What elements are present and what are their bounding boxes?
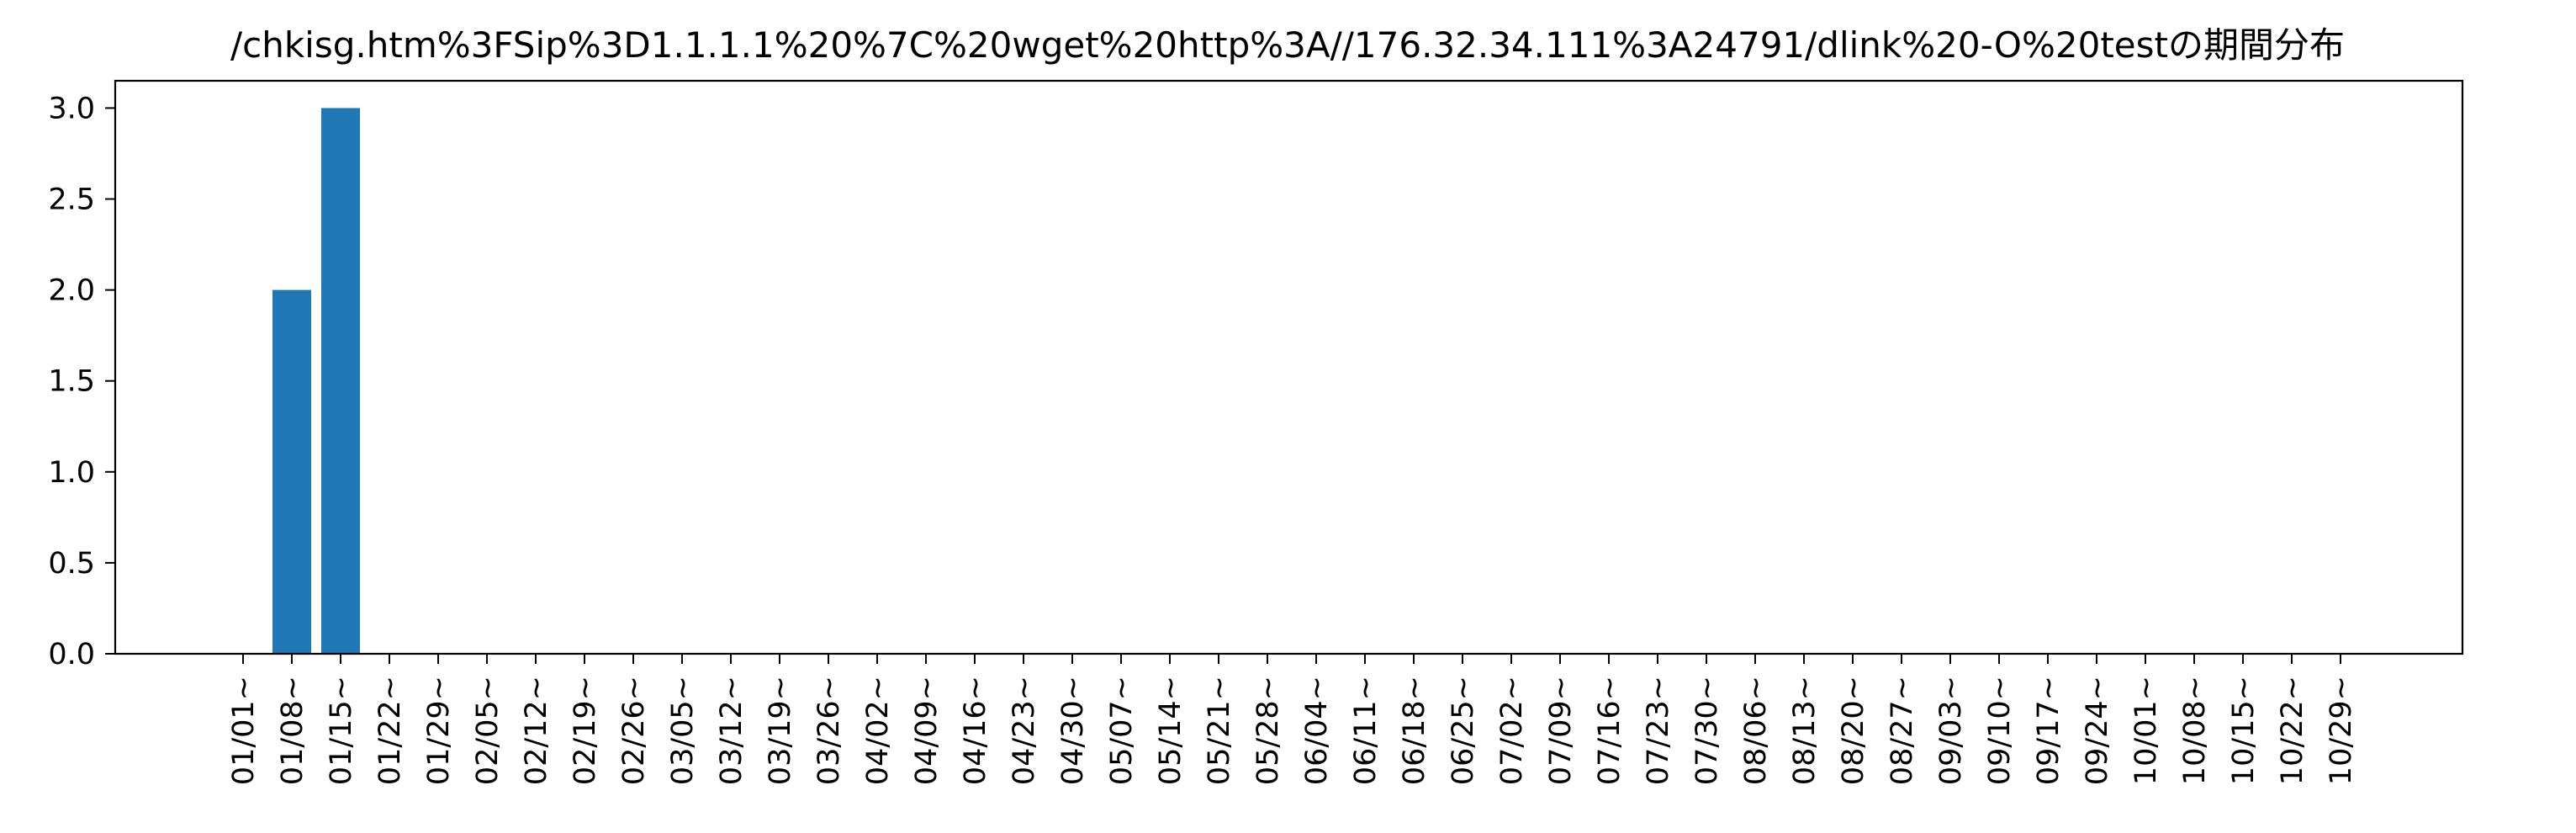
x-tick-label: 08/13~ <box>1788 676 1822 785</box>
x-tick-label: 03/26~ <box>812 676 846 785</box>
y-tick-label: 1.5 <box>48 365 95 399</box>
x-tick-label: 04/16~ <box>959 676 992 785</box>
x-tick-label: 08/20~ <box>1837 676 1870 785</box>
y-tick-label: 1.0 <box>48 456 95 490</box>
x-tick-label: 01/08~ <box>276 676 309 785</box>
x-tick-label: 02/12~ <box>520 676 553 785</box>
y-tick-label: 3.0 <box>48 92 95 125</box>
x-tick-label: 07/02~ <box>1495 676 1529 785</box>
x-tick-label: 04/09~ <box>910 676 944 785</box>
x-tick-label: 06/25~ <box>1447 676 1480 785</box>
x-tick-label: 03/05~ <box>666 676 700 785</box>
chart-title: /chkisg.htm%3FSip%3D1.1.1.1%20%7C%20wget… <box>230 24 2345 66</box>
x-tick-label: 02/05~ <box>471 676 505 785</box>
x-tick-label: 04/02~ <box>861 676 895 785</box>
x-tick-label: 10/08~ <box>2178 676 2212 785</box>
x-tick-label: 10/15~ <box>2227 676 2261 785</box>
bars-group <box>272 108 360 654</box>
x-axis: 01/01~ 01/08~ 01/15~ 01/22~ 01/29~ 02/05~ 02/1… <box>227 654 2358 785</box>
x-tick-label: 05/21~ <box>1203 676 1236 785</box>
y-axis: 0.0 0.5 1.0 1.5 2.0 2.5 3.0 <box>48 92 115 671</box>
x-tick-label: 09/03~ <box>1934 676 1968 785</box>
x-tick-label: 06/18~ <box>1398 676 1431 785</box>
x-tick-label: 02/19~ <box>569 676 602 785</box>
y-tick-label: 0.0 <box>48 638 95 671</box>
x-tick-label: 01/22~ <box>373 676 407 785</box>
y-tick-label: 2.5 <box>48 183 95 217</box>
x-tick-label: 05/14~ <box>1154 676 1187 785</box>
x-tick-label: 01/15~ <box>325 676 358 785</box>
x-tick-label: 08/27~ <box>1886 676 1919 785</box>
x-tick-label: 04/30~ <box>1056 676 1090 785</box>
x-tick-label: 03/12~ <box>715 676 748 785</box>
x-tick-label: 07/09~ <box>1544 676 1578 785</box>
x-tick-label: 06/11~ <box>1349 676 1383 785</box>
y-tick-label: 0.5 <box>48 547 95 581</box>
x-tick-label: 05/28~ <box>1251 676 1285 785</box>
x-tick-label: 06/04~ <box>1300 676 1334 785</box>
x-tick-label: 10/01~ <box>2129 676 2163 785</box>
plot-frame <box>114 79 2464 655</box>
bar-01/15~ <box>321 108 360 654</box>
x-tick-label: 09/24~ <box>2081 676 2114 785</box>
x-tick-label: 05/07~ <box>1105 676 1139 785</box>
x-tick-label: 01/29~ <box>422 676 456 785</box>
x-tick-label: 10/22~ <box>2276 676 2309 785</box>
x-tick-label: 07/16~ <box>1593 676 1627 785</box>
bar-01/08~ <box>272 289 311 654</box>
y-tick-label: 2.0 <box>48 274 95 308</box>
x-tick-label: 09/17~ <box>2032 676 2066 785</box>
x-tick-label: 07/30~ <box>1690 676 1724 785</box>
x-tick-label: 08/06~ <box>1739 676 1773 785</box>
x-tick-label: 07/23~ <box>1642 676 1675 785</box>
x-tick-label: 10/29~ <box>2325 676 2358 785</box>
x-tick-label: 02/26~ <box>617 676 651 785</box>
x-tick-label: 03/19~ <box>764 676 797 785</box>
x-tick-label: 01/01~ <box>227 676 261 785</box>
x-tick-label: 04/23~ <box>1008 676 1041 785</box>
x-tick-label: 09/10~ <box>1983 676 2017 785</box>
